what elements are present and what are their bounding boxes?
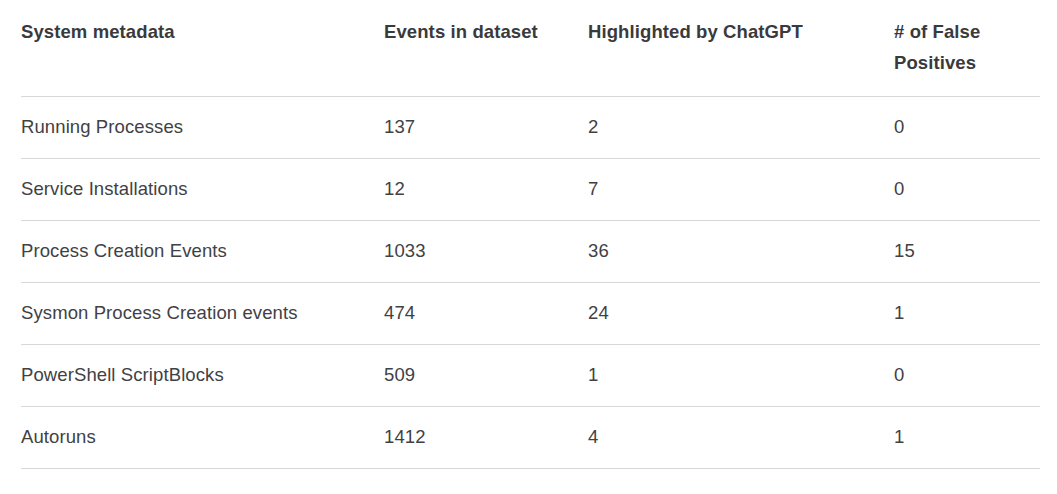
table-header: System metadata Events in dataset Highli… xyxy=(21,0,1040,96)
cell-events-in-dataset: 12 xyxy=(384,158,588,220)
cell-highlighted-by-chatgpt: 2 xyxy=(588,96,894,158)
cell-metric-name: Process Creation Events xyxy=(21,220,384,282)
cell-false-positives: 1 xyxy=(894,282,1040,344)
table-row-running-processes: Running Processes 137 2 0 xyxy=(21,96,1040,158)
cell-highlighted-by-chatgpt: 1 xyxy=(588,344,894,406)
cell-metric-name: Autoruns xyxy=(21,406,384,468)
cell-highlighted-by-chatgpt: 24 xyxy=(588,282,894,344)
table-row-autoruns: Autoruns 1412 4 1 xyxy=(21,406,1040,468)
column-header-events-in-dataset: Events in dataset xyxy=(384,0,588,96)
cell-false-positives: 15 xyxy=(894,220,1040,282)
header-row: System metadata Events in dataset Highli… xyxy=(21,0,1040,96)
cell-false-positives: 0 xyxy=(894,96,1040,158)
system-metadata-table: System metadata Events in dataset Highli… xyxy=(21,0,1040,469)
table-row-sysmon-process-creation-events: Sysmon Process Creation events 474 24 1 xyxy=(21,282,1040,344)
cell-events-in-dataset: 509 xyxy=(384,344,588,406)
cell-highlighted-by-chatgpt: 7 xyxy=(588,158,894,220)
cell-metric-name: Sysmon Process Creation events xyxy=(21,282,384,344)
cell-events-in-dataset: 1033 xyxy=(384,220,588,282)
cell-metric-name: PowerShell ScriptBlocks xyxy=(21,344,384,406)
cell-highlighted-by-chatgpt: 36 xyxy=(588,220,894,282)
cell-events-in-dataset: 474 xyxy=(384,282,588,344)
cell-highlighted-by-chatgpt: 4 xyxy=(588,406,894,468)
cell-false-positives: 0 xyxy=(894,158,1040,220)
column-header-system-metadata: System metadata xyxy=(21,0,384,96)
table-row-powershell-scriptblocks: PowerShell ScriptBlocks 509 1 0 xyxy=(21,344,1040,406)
column-header-false-positives: # of False Positives xyxy=(894,0,1040,96)
column-header-highlighted-by-chatgpt: Highlighted by ChatGPT xyxy=(588,0,894,96)
cell-false-positives: 0 xyxy=(894,344,1040,406)
cell-events-in-dataset: 1412 xyxy=(384,406,588,468)
cell-false-positives: 1 xyxy=(894,406,1040,468)
cell-metric-name: Running Processes xyxy=(21,96,384,158)
table-body: Running Processes 137 2 0 Service Instal… xyxy=(21,96,1040,468)
cell-events-in-dataset: 137 xyxy=(384,96,588,158)
metrics-table-container: System metadata Events in dataset Highli… xyxy=(0,0,1057,469)
cell-metric-name: Service Installations xyxy=(21,158,384,220)
table-row-service-installations: Service Installations 12 7 0 xyxy=(21,158,1040,220)
table-row-process-creation-events: Process Creation Events 1033 36 15 xyxy=(21,220,1040,282)
